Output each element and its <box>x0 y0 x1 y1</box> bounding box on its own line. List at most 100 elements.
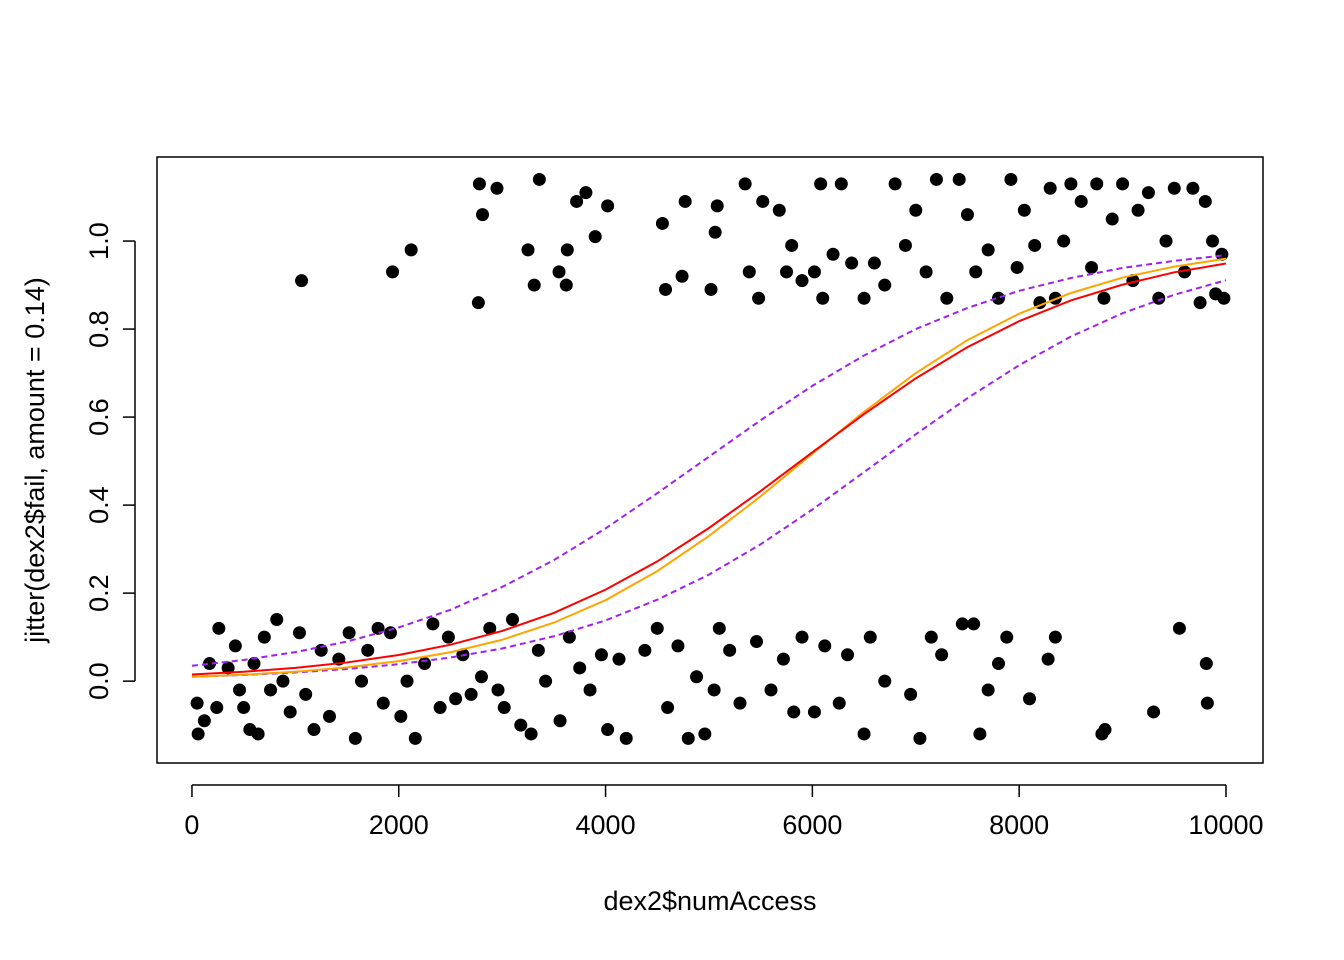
point <box>203 657 217 671</box>
x-tick-label: 6000 <box>782 810 842 840</box>
point <box>857 291 871 305</box>
point <box>681 731 695 745</box>
point <box>474 670 488 684</box>
point <box>818 639 832 653</box>
point <box>960 208 974 222</box>
point <box>795 274 809 288</box>
point <box>787 705 801 719</box>
point <box>1097 291 1111 305</box>
fit-curve <box>191 254 1227 667</box>
point <box>251 727 265 741</box>
point <box>698 727 712 741</box>
point <box>483 621 497 635</box>
x-tick-label: 0 <box>184 810 199 840</box>
point <box>573 661 587 675</box>
point <box>579 186 593 200</box>
point <box>1198 194 1212 208</box>
point <box>570 194 584 208</box>
point <box>560 243 574 257</box>
y-tick-label: 0.2 <box>84 574 114 612</box>
point <box>1116 177 1130 191</box>
point <box>322 709 336 723</box>
x-tick-label: 10000 <box>1188 810 1263 840</box>
point <box>276 674 290 688</box>
point <box>776 652 790 666</box>
point <box>433 701 447 715</box>
point <box>967 617 981 631</box>
point <box>919 265 933 279</box>
point <box>264 683 278 697</box>
point <box>704 282 718 296</box>
point <box>386 265 400 279</box>
fit-curve <box>191 257 1227 678</box>
point <box>888 177 902 191</box>
point <box>583 683 597 697</box>
point <box>532 172 546 186</box>
point <box>752 291 766 305</box>
x-axis-label: dex2$numAccess <box>603 886 816 916</box>
point <box>924 630 938 644</box>
point <box>750 635 764 649</box>
point <box>212 621 226 635</box>
point <box>841 648 855 662</box>
point <box>237 701 251 715</box>
point <box>952 172 966 186</box>
point <box>562 630 576 644</box>
x-tick-label: 2000 <box>369 810 429 840</box>
point <box>601 199 615 213</box>
point <box>991 657 1005 671</box>
point <box>449 692 463 706</box>
point <box>190 696 204 710</box>
point <box>1215 247 1229 261</box>
point <box>221 661 235 675</box>
point <box>295 274 309 288</box>
point <box>814 177 828 191</box>
point <box>1048 630 1062 644</box>
point <box>588 230 602 244</box>
point <box>559 278 573 292</box>
point <box>764 683 778 697</box>
point <box>408 731 422 745</box>
point <box>832 696 846 710</box>
point <box>708 225 722 239</box>
point <box>441 630 455 644</box>
y-tick-label: 0.8 <box>84 310 114 348</box>
point <box>973 727 987 741</box>
y-tick-label: 0.0 <box>84 662 114 700</box>
y-tick-label: 0.4 <box>84 486 114 524</box>
point <box>524 727 538 741</box>
point <box>650 621 664 635</box>
point <box>913 731 927 745</box>
point <box>270 613 284 627</box>
point <box>1000 630 1014 644</box>
point <box>247 657 261 671</box>
fit-curve <box>191 262 1227 676</box>
point <box>857 727 871 741</box>
point <box>210 701 224 715</box>
point <box>400 674 414 688</box>
point <box>1074 194 1088 208</box>
point <box>929 172 943 186</box>
point <box>1041 652 1055 666</box>
point <box>678 194 692 208</box>
point <box>1206 234 1220 248</box>
point <box>807 705 821 719</box>
point <box>601 723 615 737</box>
point <box>795 630 809 644</box>
point <box>969 265 983 279</box>
point <box>710 199 724 213</box>
point <box>307 723 321 737</box>
point <box>506 613 519 627</box>
point <box>342 626 356 640</box>
point <box>539 674 553 688</box>
point <box>1186 181 1200 195</box>
point <box>898 238 912 252</box>
point <box>197 714 211 728</box>
x-tick-label: 4000 <box>576 810 636 840</box>
point <box>1167 181 1181 195</box>
point <box>1004 172 1018 186</box>
point <box>191 727 205 741</box>
point <box>1043 181 1057 195</box>
point <box>490 181 504 195</box>
point <box>807 265 821 279</box>
